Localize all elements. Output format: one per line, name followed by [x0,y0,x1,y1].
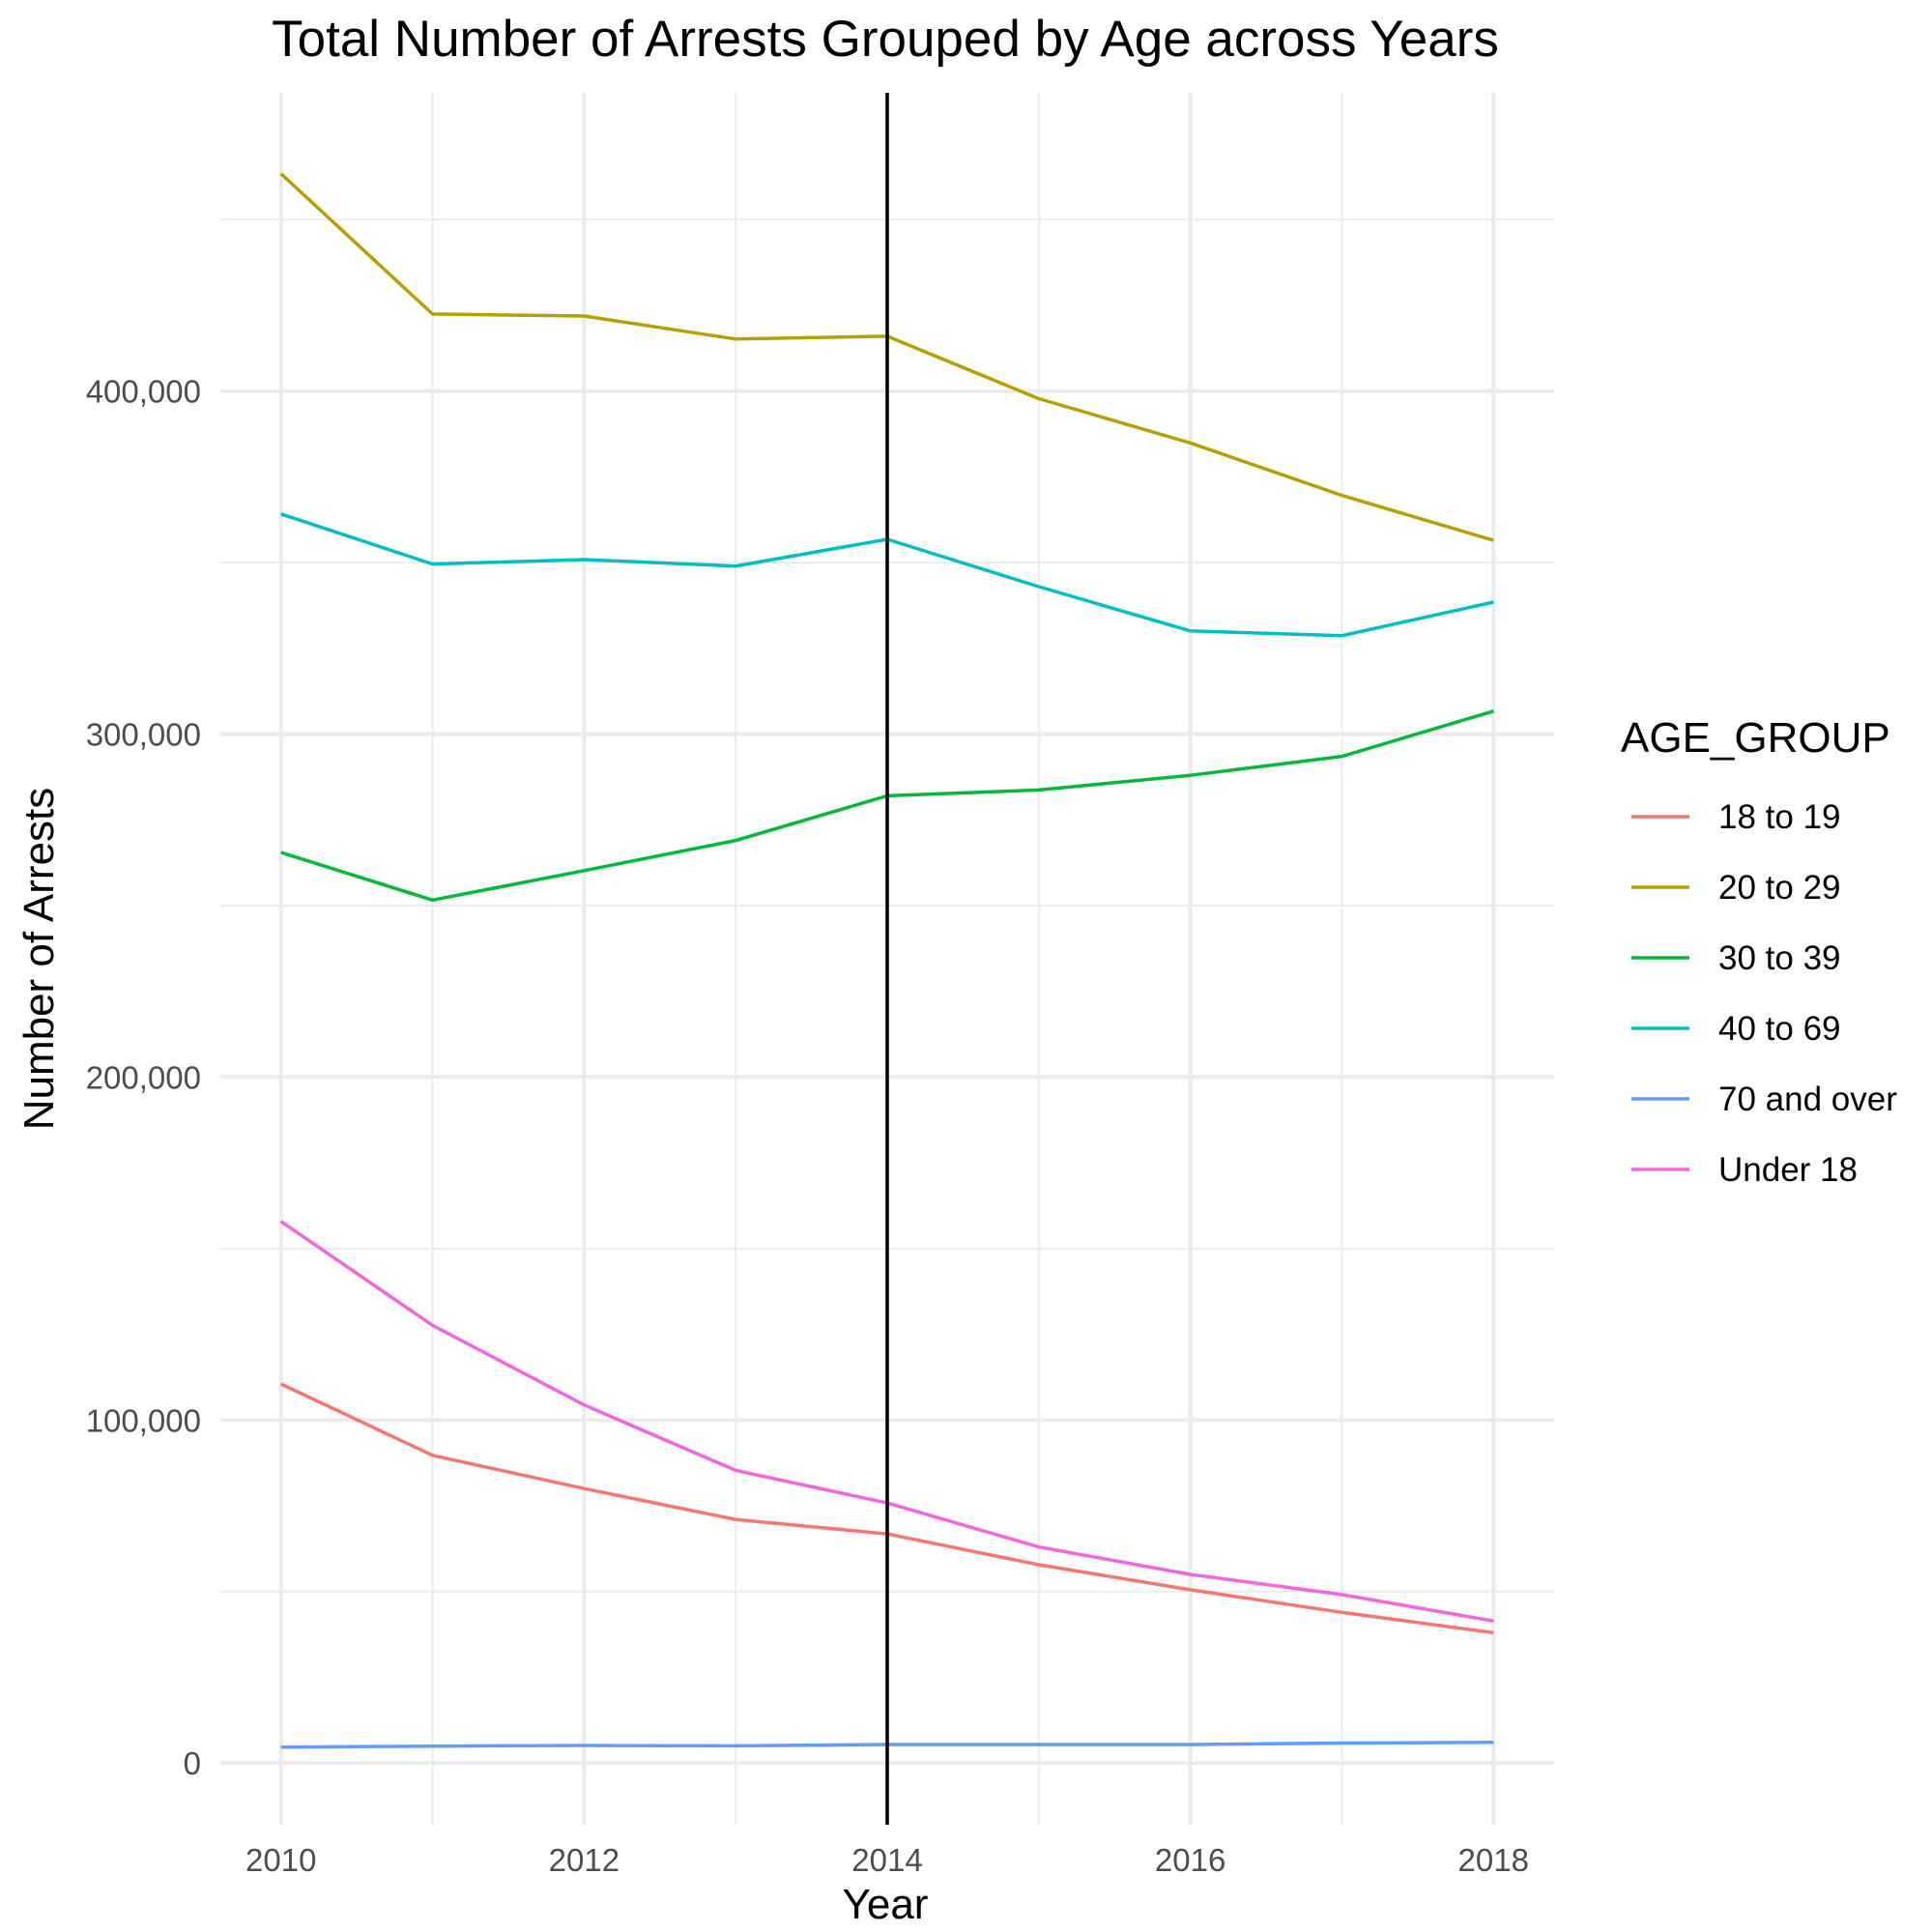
legend: AGE_GROUP 18 to 19 20 to 29 30 to 39 40 to … [1621,714,1897,1189]
x-tick-label: 2018 [1458,1842,1529,1878]
chart-title: Total Number of Arrests Grouped by Age a… [272,11,1499,68]
x-tick-label: 2012 [549,1842,620,1878]
y-tick-label: 400,000 [86,374,201,410]
legend-label: 30 to 39 [1718,939,1841,977]
legend-label: 18 to 19 [1718,798,1841,836]
legend-title: AGE_GROUP [1621,714,1890,762]
legend-label: 70 and over [1718,1081,1897,1118]
legend-label: 20 to 29 [1718,869,1841,907]
y-tick-label: 100,000 [86,1402,201,1438]
legend-label: 40 to 69 [1718,1010,1841,1048]
y-tick-label: 200,000 [86,1059,201,1095]
tick-labels: 2010 2012 2014 2016 2018 0 100,000 200,000 300,0… [86,374,1529,1878]
x-tick-label: 2016 [1155,1842,1226,1878]
y-axis-title: Number of Arrests [15,788,63,1131]
x-axis-title: Year [843,1881,929,1928]
y-tick-label: 0 [184,1745,201,1781]
x-tick-label: 2014 [851,1842,922,1878]
x-tick-label: 2010 [245,1842,316,1878]
y-tick-label: 300,000 [86,717,201,753]
legend-label: Under 18 [1718,1151,1858,1189]
